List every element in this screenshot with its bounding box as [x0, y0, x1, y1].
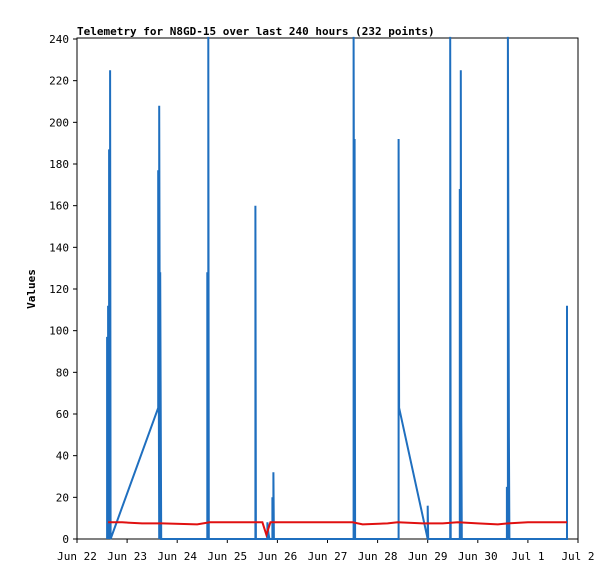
- series-line-red: [108, 521, 567, 539]
- x-tick-label: Jul 2: [561, 550, 594, 563]
- y-tick-label: 180: [49, 158, 69, 171]
- y-tick-label: 100: [49, 325, 69, 338]
- x-tick-label: Jun 27: [308, 550, 348, 563]
- x-axis: Jun 22 Jun 23 Jun 24 Jun 25 Jun 26 Jun 27 Jun …: [57, 539, 595, 563]
- y-tick-label: 40: [56, 450, 69, 463]
- y-tick-label: 0: [62, 533, 69, 546]
- x-tick-label: Jun 26: [258, 550, 298, 563]
- y-tick-label: 240: [49, 33, 69, 46]
- y-tick-label: 220: [49, 75, 69, 88]
- x-tick-label: Jul 1: [511, 550, 544, 563]
- y-tick-label: 20: [56, 491, 69, 504]
- x-tick-label: Jun 28: [358, 550, 398, 563]
- y-tick-label: 140: [49, 241, 69, 254]
- y-tick-label: 160: [49, 200, 69, 213]
- y-axis: 0 20 40 60 80 100 120 140 160 180 200 220 240: [49, 33, 77, 546]
- x-tick-label: Jun 29: [408, 550, 448, 563]
- x-tick-label: Jun 24: [157, 550, 197, 563]
- chart-title: Telemetry for N8GD-15 over last 240 hour…: [77, 25, 435, 38]
- series-line-blue: [106, 36, 568, 540]
- series-layer: [106, 36, 568, 540]
- y-tick-label: 80: [56, 366, 69, 379]
- y-tick-label: 60: [56, 408, 69, 421]
- y-tick-label: 200: [49, 116, 69, 129]
- x-tick-label: Jun 23: [107, 550, 147, 563]
- x-tick-label: Jun 22: [57, 550, 97, 563]
- x-tick-label: Jun 25: [207, 550, 247, 563]
- y-axis-label: Values: [25, 269, 38, 309]
- x-tick-label: Jun 30: [458, 550, 498, 563]
- y-tick-label: 120: [49, 283, 69, 296]
